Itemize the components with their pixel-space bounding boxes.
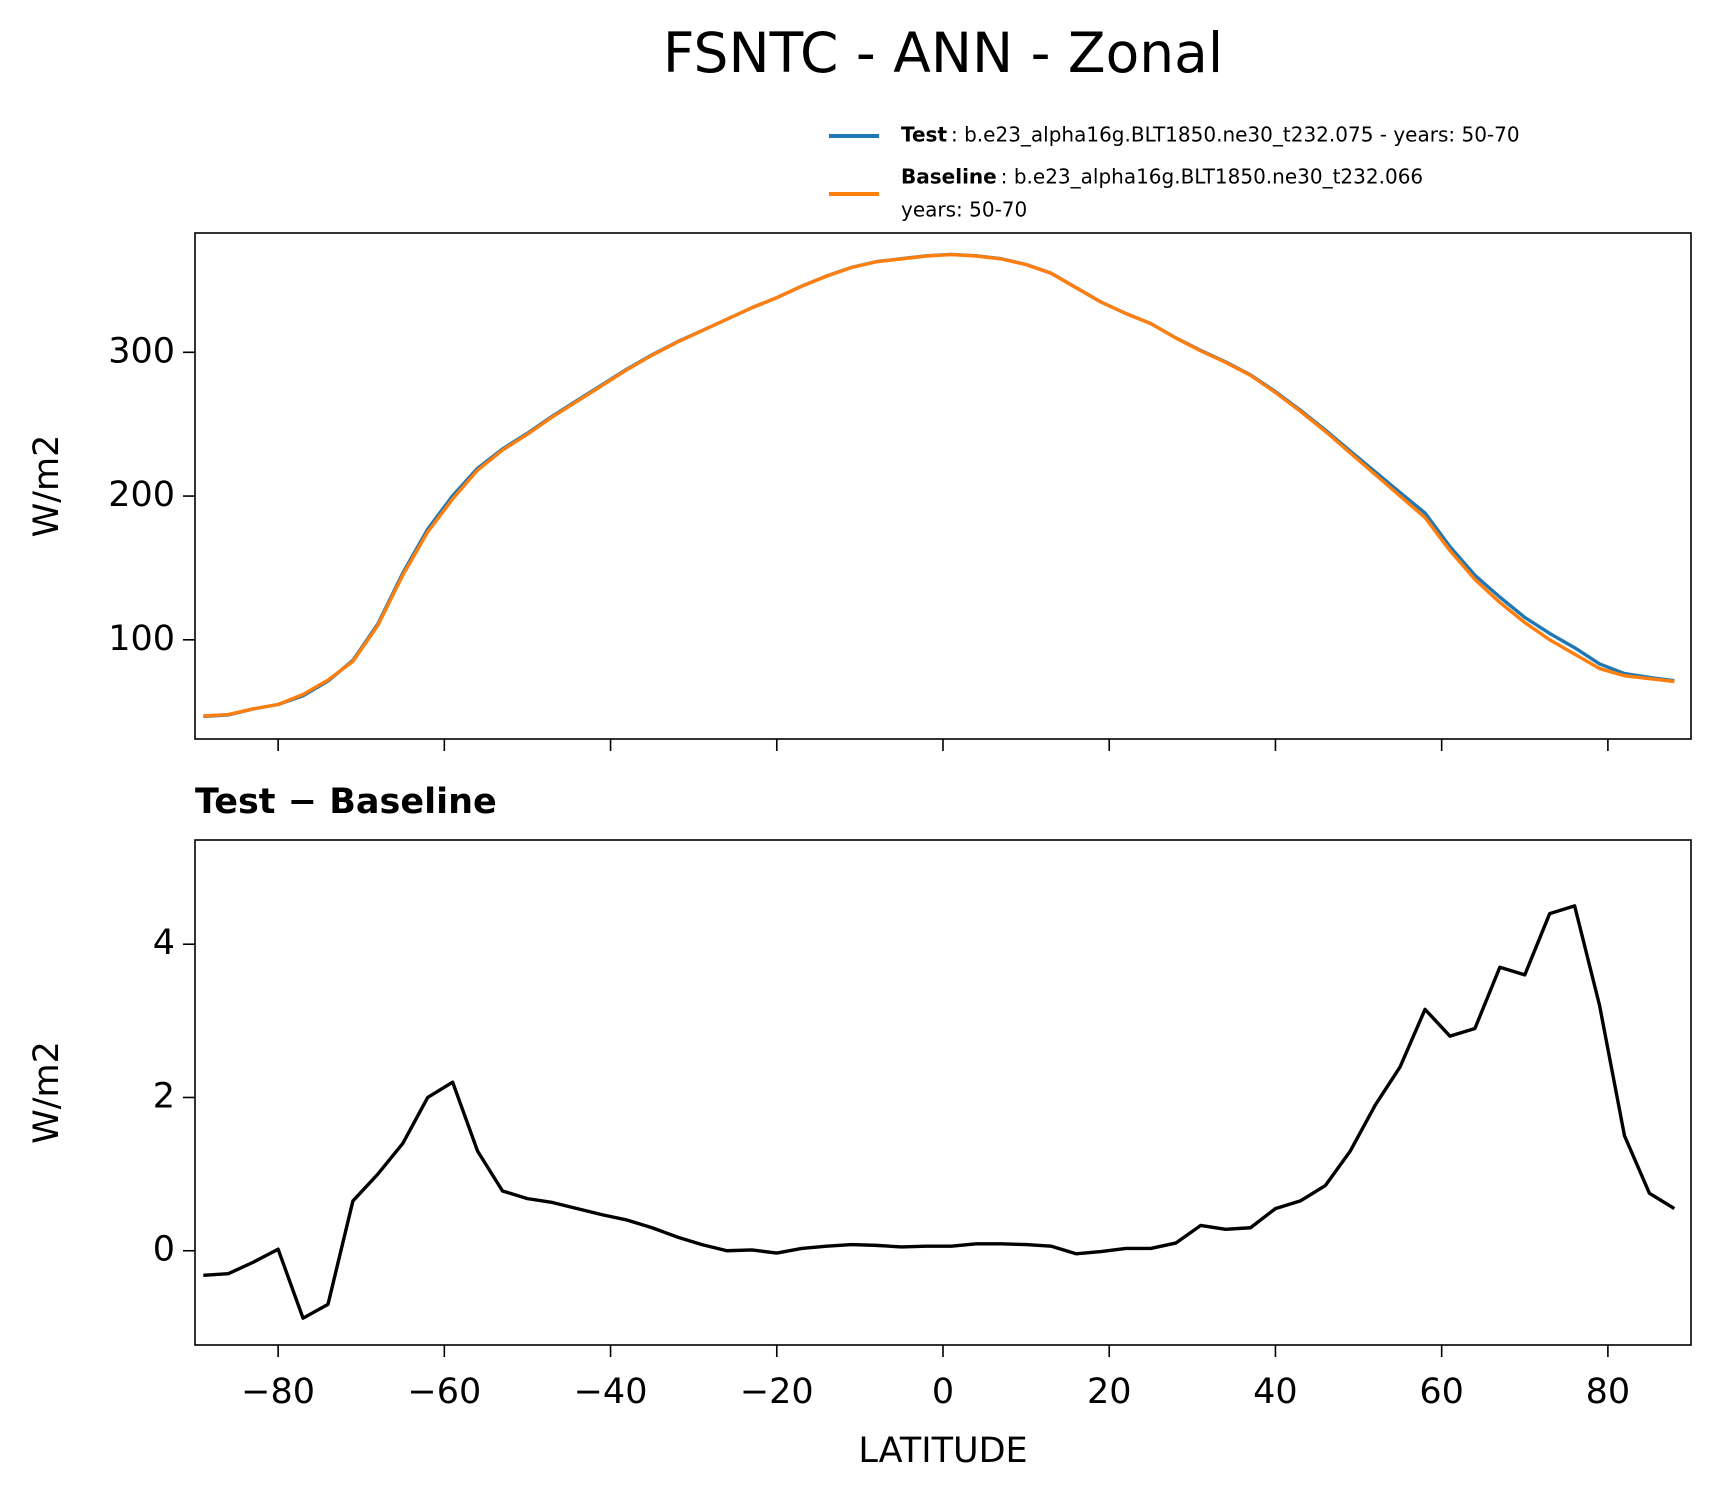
legend-text: years: 50-70: [901, 198, 1027, 222]
data-line: [203, 904, 1676, 1320]
legend-text: : b.e23_alpha16g.BLT1850.ne30_t232.066: [1001, 165, 1423, 189]
x-axis-label: LATITUDE: [858, 1431, 1027, 1471]
x-tick-label: −40: [574, 1372, 648, 1412]
x-tick-label: 80: [1586, 1372, 1631, 1412]
x-tick-label: 60: [1419, 1372, 1464, 1412]
y-tick-label: 0: [153, 1230, 175, 1270]
y-tick-label: 100: [108, 619, 175, 659]
y-axis-label: W/m2: [27, 435, 67, 538]
legend-text: : b.e23_alpha16g.BLT1850.ne30_t232.075 -…: [951, 123, 1520, 147]
y-axis-label: W/m2: [27, 1041, 67, 1144]
y-tick-label: 200: [108, 475, 175, 515]
data-line: [203, 252, 1675, 718]
y-tick-label: 2: [153, 1076, 175, 1116]
y-tick-label: 300: [108, 331, 175, 371]
legend-name: Test: [901, 123, 947, 147]
figure-title: FSNTC - ANN - Zonal: [663, 21, 1223, 85]
x-tick-label: 40: [1253, 1372, 1298, 1412]
x-tick-label: 0: [932, 1372, 954, 1412]
x-tick-label: −60: [407, 1372, 481, 1412]
x-tick-label: 20: [1087, 1372, 1132, 1412]
subplot-title: Test − Baseline: [195, 782, 497, 822]
x-tick-label: −20: [740, 1372, 814, 1412]
y-tick-label: 4: [153, 923, 175, 963]
legend-name: Baseline: [901, 165, 997, 189]
x-tick-label: −80: [241, 1372, 315, 1412]
